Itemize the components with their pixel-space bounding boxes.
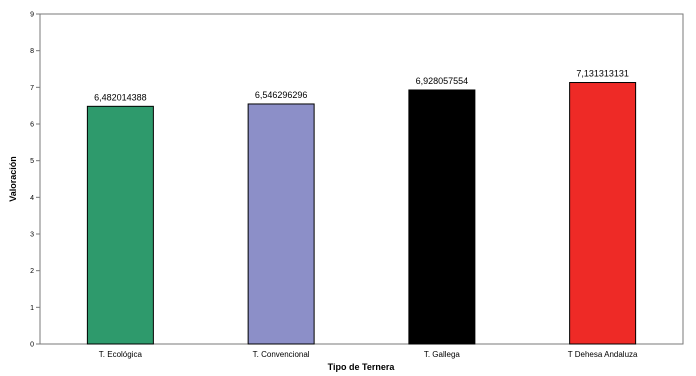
bars-group — [86, 82, 637, 345]
bar — [86, 105, 154, 345]
y-tick-label: 1 — [30, 305, 34, 312]
bar-value-label: 6,482014388 — [94, 92, 147, 102]
bar-value-label: 7,131313131 — [576, 69, 629, 79]
y-tick-label: 3 — [30, 232, 34, 239]
x-category-label: T. Gallega — [424, 350, 461, 359]
y-axis-title: Valoración — [8, 156, 18, 202]
y-tick-label: 2 — [30, 268, 34, 275]
bar — [247, 103, 315, 345]
bar-value-label: 6,928057554 — [416, 76, 469, 86]
y-tick-label: 7 — [30, 85, 34, 92]
y-tick-label: 6 — [30, 122, 34, 129]
x-axis-title: Tipo de Ternera — [328, 362, 396, 372]
x-category-label: T. Ecológica — [99, 350, 143, 359]
y-tick-label: 4 — [30, 195, 34, 202]
x-category-label: T Dehesa Andaluza — [568, 350, 638, 359]
bar-value-label: 6,546296296 — [255, 90, 308, 100]
y-tick-label: 5 — [30, 158, 34, 165]
y-tick-label: 9 — [30, 12, 34, 19]
bar — [408, 89, 476, 345]
y-axis-ticks: 0 1 2 3 4 5 6 7 8 9 — [30, 12, 40, 349]
x-axis-labels: T. Ecológica T. Convencional T. Gallega T D… — [99, 350, 638, 359]
x-category-label: T. Convencional — [253, 350, 310, 359]
data-labels-group: 6,482014388 6,546296296 6,928057554 7,13131… — [94, 69, 629, 103]
bar — [569, 82, 637, 345]
y-tick-label: 0 — [30, 342, 34, 349]
y-tick-label: 8 — [30, 48, 34, 55]
